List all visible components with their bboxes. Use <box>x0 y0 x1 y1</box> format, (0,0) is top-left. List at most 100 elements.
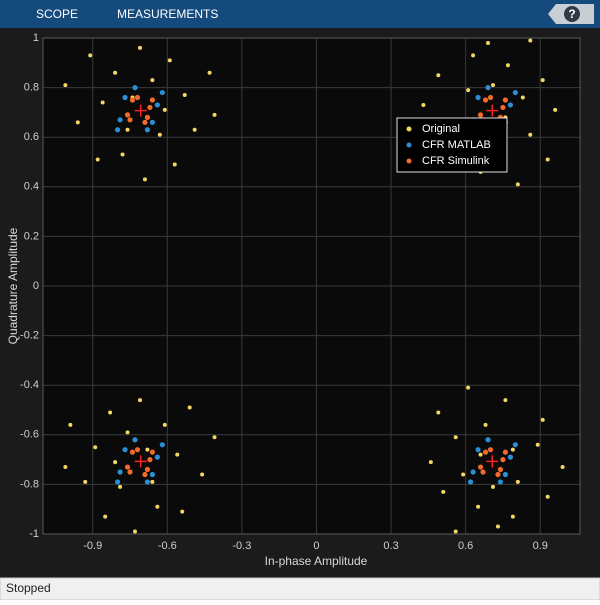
point <box>63 465 68 470</box>
legend-label: Original <box>422 123 460 135</box>
point <box>466 88 471 93</box>
x-tick-label: -0.3 <box>232 540 251 552</box>
reference-marker <box>486 455 499 468</box>
point <box>476 504 481 509</box>
point <box>132 437 138 443</box>
y-tick-label: -0.4 <box>20 379 39 391</box>
legend-swatch <box>406 126 412 132</box>
y-tick-label: -0.6 <box>20 429 39 441</box>
point <box>124 464 131 470</box>
legend-label: CFR Simulink <box>422 155 490 167</box>
point <box>471 53 476 58</box>
point <box>475 447 481 453</box>
point <box>540 78 545 83</box>
point <box>100 100 105 105</box>
point <box>149 119 155 125</box>
point <box>88 53 93 58</box>
point <box>150 78 155 83</box>
point <box>118 484 123 489</box>
point <box>515 479 520 484</box>
point <box>490 484 495 489</box>
point <box>483 422 488 427</box>
point <box>482 97 489 103</box>
point <box>167 58 172 63</box>
point <box>436 73 441 78</box>
y-tick-label: -0.2 <box>20 330 39 342</box>
point <box>142 177 147 182</box>
point <box>108 410 113 415</box>
help-text[interactable]: ? <box>568 7 575 21</box>
point <box>490 83 495 88</box>
point <box>155 504 160 509</box>
status-text: Stopped <box>6 581 51 595</box>
point <box>487 447 494 453</box>
point <box>553 107 558 112</box>
legend: Original CFR MATLAB CFR Simulink <box>396 117 508 173</box>
point <box>103 514 108 519</box>
point <box>68 422 73 427</box>
point <box>120 152 125 157</box>
point <box>122 447 128 453</box>
point <box>510 514 515 519</box>
tab-measurements[interactable]: MEASUREMENTS <box>117 7 218 21</box>
legend-box <box>396 117 508 173</box>
y-tick-label: -1 <box>29 528 39 540</box>
point <box>560 465 565 470</box>
point <box>495 471 501 478</box>
point <box>147 457 153 463</box>
axes-frame <box>42 37 581 535</box>
point <box>428 460 433 465</box>
x-tick-label: -0.9 <box>83 540 102 552</box>
point <box>144 466 151 473</box>
legend-swatch <box>406 142 412 148</box>
point <box>144 479 151 485</box>
y-tick-label: 0.4 <box>24 181 39 193</box>
help-icon <box>564 6 580 22</box>
point <box>482 449 489 455</box>
point <box>187 405 192 410</box>
point <box>114 127 121 133</box>
point <box>142 119 148 125</box>
point <box>113 70 118 75</box>
point <box>535 442 540 447</box>
point <box>502 471 509 478</box>
point <box>212 435 217 440</box>
point <box>154 102 160 108</box>
point <box>137 45 142 50</box>
point <box>421 102 426 107</box>
point <box>540 417 545 422</box>
point <box>200 472 205 477</box>
point <box>162 422 167 427</box>
x-tick-label: 0.6 <box>458 540 473 552</box>
point <box>502 449 509 455</box>
tab-scope[interactable]: SCOPE <box>36 7 78 21</box>
point <box>113 460 118 465</box>
point <box>149 97 155 103</box>
point <box>512 89 518 96</box>
point <box>159 442 165 448</box>
point <box>159 89 165 96</box>
point <box>192 127 197 132</box>
point <box>212 112 217 117</box>
point <box>487 94 494 101</box>
point <box>470 469 476 475</box>
point <box>147 104 153 111</box>
point <box>528 132 533 137</box>
y-axis-label: Quadrature Amplitude <box>6 227 20 344</box>
point <box>520 95 525 100</box>
point <box>528 38 533 43</box>
point <box>122 94 128 101</box>
point <box>461 472 466 477</box>
x-tick-label: 0.3 <box>383 540 398 552</box>
point <box>93 445 98 450</box>
point <box>95 157 100 162</box>
point <box>162 107 167 112</box>
point <box>512 442 518 448</box>
point <box>477 112 484 118</box>
point <box>497 466 504 473</box>
point <box>505 63 510 68</box>
x-tick-label: -0.6 <box>158 540 177 552</box>
point <box>129 97 136 103</box>
point <box>453 435 458 440</box>
